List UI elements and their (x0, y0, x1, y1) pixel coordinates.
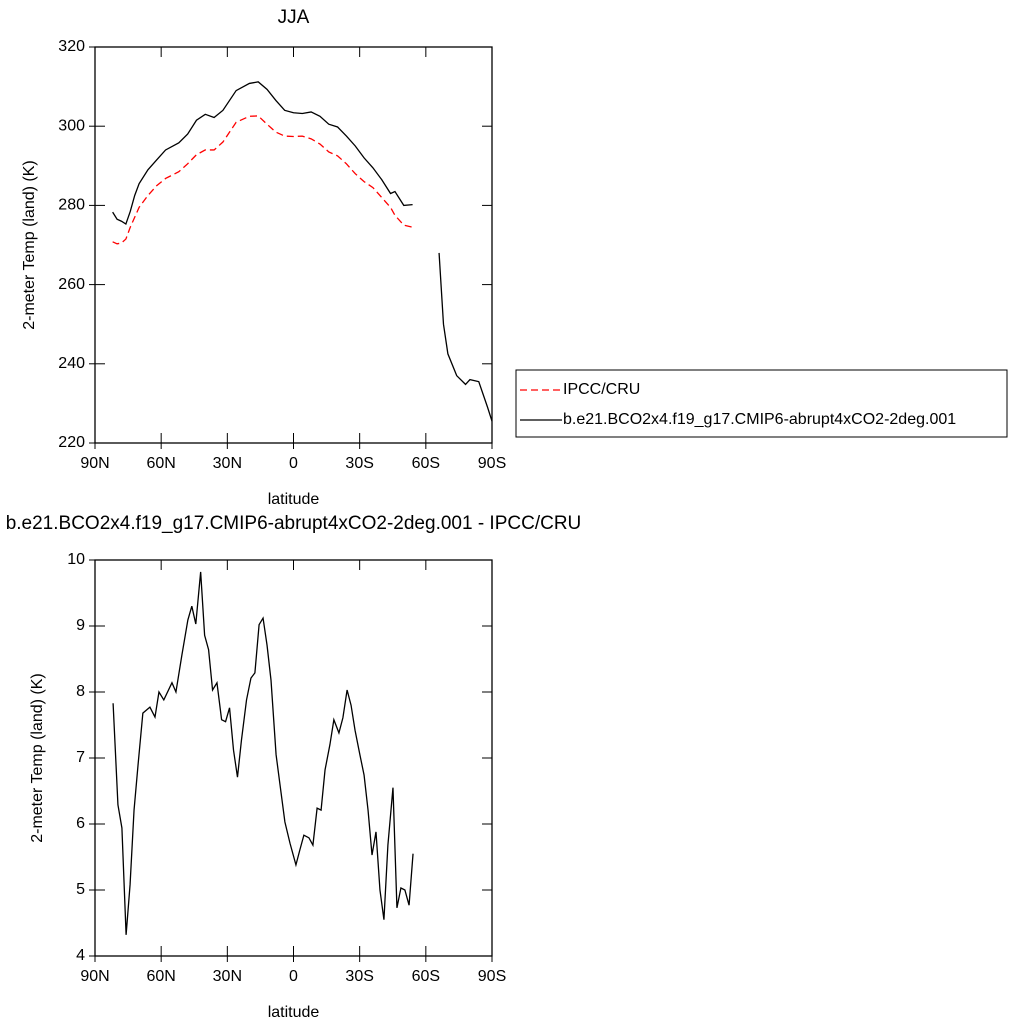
y-tick-label: 220 (58, 434, 85, 451)
y-tick-label: 300 (58, 117, 85, 134)
y-tick-label: 6 (76, 815, 85, 832)
y-tick-label: 320 (58, 38, 85, 55)
data-line (112, 81, 493, 422)
x-tick-label: 90S (478, 455, 506, 472)
x-tick-label: 90N (80, 455, 109, 472)
y-tick-label: 280 (58, 197, 85, 214)
legend-label: b.e21.BCO2x4.f19_g17.CMIP6-abrupt4xCO2-2… (563, 411, 956, 428)
data-line (112, 571, 414, 935)
x-tick-label: 30N (213, 968, 242, 985)
x-axis-label: latitude (268, 1004, 320, 1021)
y-tick-label: 240 (58, 355, 85, 372)
x-tick-label: 60S (412, 968, 440, 985)
x-tick-label: 60N (146, 968, 175, 985)
x-axis-label: latitude (268, 491, 320, 508)
x-tick-label: 30S (345, 455, 373, 472)
data-line (112, 115, 413, 245)
y-tick-label: 7 (76, 749, 85, 766)
y-tick-label: 4 (76, 947, 85, 964)
y-tick-label: 5 (76, 881, 85, 898)
x-tick-label: 90N (80, 968, 109, 985)
y-axis-label: 2-meter Temp (land) (K) (29, 673, 46, 843)
y-tick-label: 9 (76, 617, 85, 634)
x-tick-label: 90S (478, 968, 506, 985)
x-tick-label: 60N (146, 455, 175, 472)
chart-title: JJA (278, 7, 310, 28)
y-axis-label: 2-meter Temp (land) (K) (21, 160, 38, 330)
chart-title: b.e21.BCO2x4.f19_g17.CMIP6-abrupt4xCO2-2… (6, 513, 582, 534)
x-tick-label: 0 (289, 968, 298, 985)
y-tick-label: 10 (67, 551, 85, 568)
plot-frame (94, 559, 493, 957)
x-tick-label: 30N (213, 455, 242, 472)
legend-box (515, 369, 1008, 438)
x-tick-label: 0 (289, 455, 298, 472)
y-tick-label: 8 (76, 683, 85, 700)
legend-label: IPCC/CRU (563, 381, 640, 398)
plot-frame (94, 46, 493, 444)
x-tick-label: 30S (345, 968, 373, 985)
y-tick-label: 260 (58, 276, 85, 293)
x-tick-label: 60S (412, 455, 440, 472)
